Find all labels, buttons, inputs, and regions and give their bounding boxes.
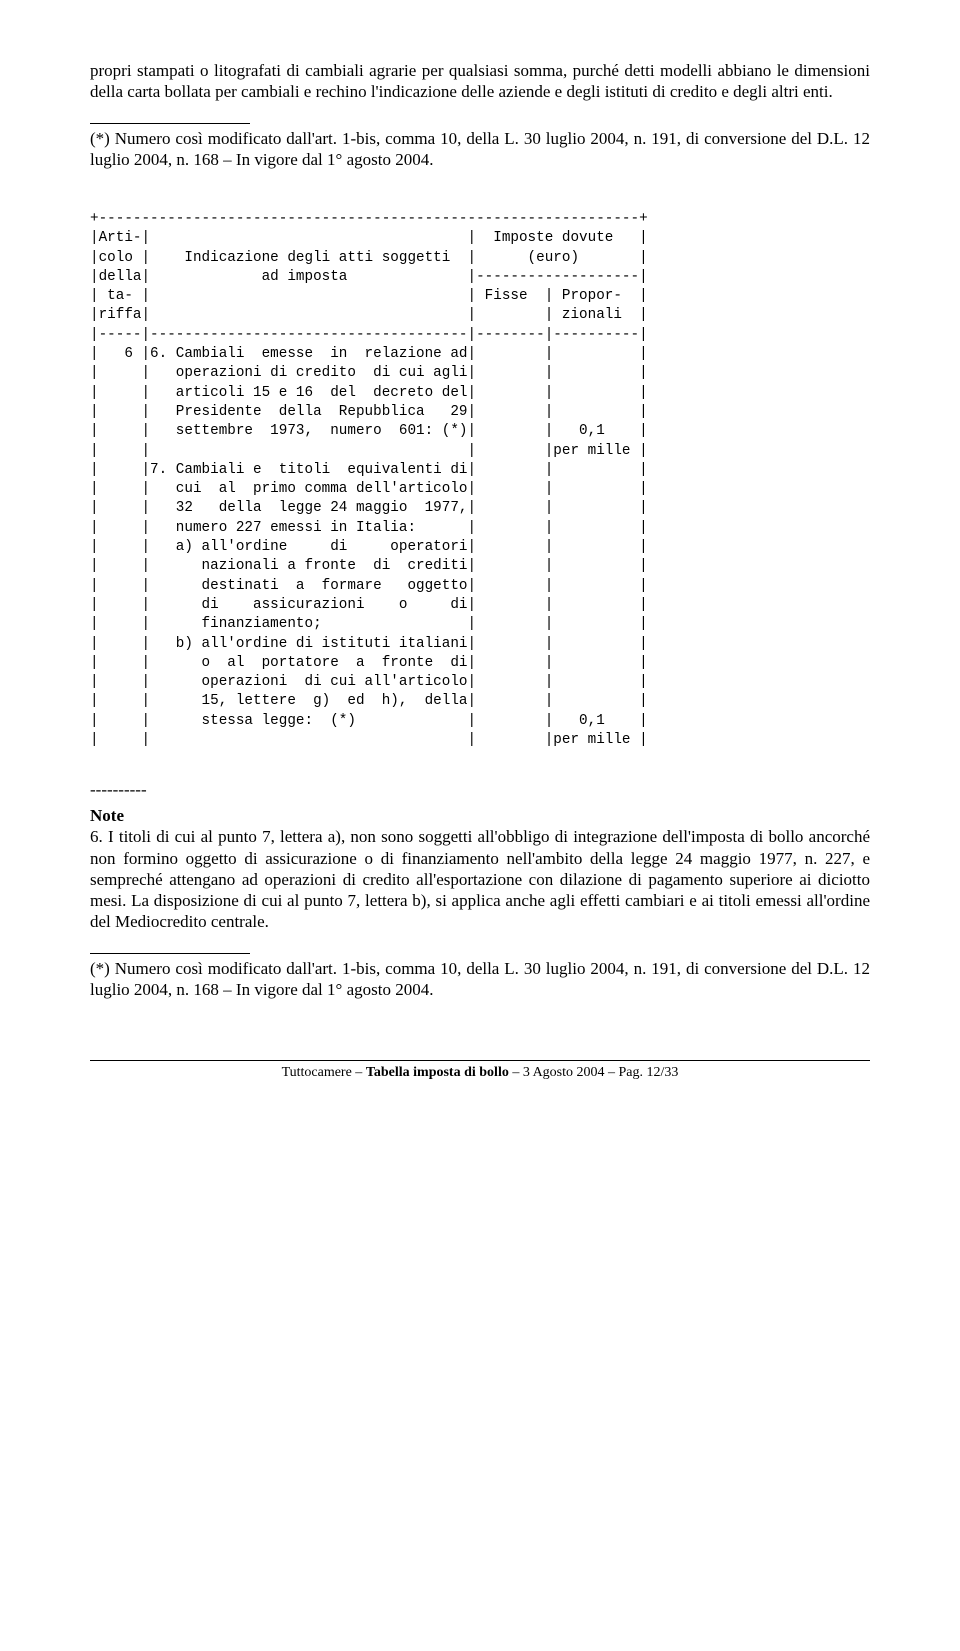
table-row: | | numero 227 emessi in Italia: | | | <box>90 520 648 536</box>
note-heading: Note <box>90 806 870 826</box>
table-row: | | b) all'ordine di istituti italiani| … <box>90 636 648 652</box>
footnote-bottom: (*) Numero così modificato dall'art. 1-b… <box>90 958 870 1001</box>
table-row: | | articoli 15 e 16 del decreto del| | … <box>90 385 648 401</box>
table-row: | | a) all'ordine di operatori| | | <box>90 539 648 555</box>
footer-suffix: – 3 Agosto 2004 – Pag. 12/33 <box>509 1065 679 1080</box>
table-row: | | finanziamento; | | | <box>90 616 648 632</box>
table-row: | | stessa legge: (*) | | 0,1 | <box>90 713 648 729</box>
table-row: | | operazioni di credito di cui agli| |… <box>90 365 648 381</box>
page-footer: Tuttocamere – Tabella imposta di bollo –… <box>90 1065 870 1101</box>
footer-prefix: Tuttocamere – <box>282 1065 366 1080</box>
table-row: | 6 |6. Cambiali emesse in relazione ad|… <box>90 346 648 362</box>
table-row: | | settembre 1973, numero 601: (*)| | 0… <box>90 423 648 439</box>
table-row: |colo | Indicazione degli atti soggetti … <box>90 250 648 266</box>
table-row: | | nazionali a fronte di crediti| | | <box>90 558 648 574</box>
table-row: +---------------------------------------… <box>90 211 648 227</box>
ascii-table: +---------------------------------------… <box>90 210 870 750</box>
table-row: | | cui al primo comma dell'articolo| | … <box>90 481 648 497</box>
table-row: | ta- | | Fisse | Propor- | <box>90 288 648 304</box>
dash-divider: ---------- <box>90 780 870 800</box>
table-row: |della| ad imposta |-------------------| <box>90 269 648 285</box>
table-row: | | destinati a formare oggetto| | | <box>90 578 648 594</box>
table-row: | | di assicurazioni o di| | | <box>90 597 648 613</box>
table-row: | | operazioni di cui all'articolo| | | <box>90 674 648 690</box>
table-row: | | Presidente della Repubblica 29| | | <box>90 404 648 420</box>
footnote-top: (*) Numero così modificato dall'art. 1-b… <box>90 128 870 171</box>
footer-title: Tabella imposta di bollo <box>366 1065 509 1080</box>
table-row: | |7. Cambiali e titoli equivalenti di| … <box>90 462 648 478</box>
table-row: | | 15, lettere g) ed h), della| | | <box>90 693 648 709</box>
page-container: propri stampati o litografati di cambial… <box>0 0 960 1141</box>
table-row: |-----|---------------------------------… <box>90 327 648 343</box>
table-row: | | 32 della legge 24 maggio 1977,| | | <box>90 500 648 516</box>
table-row: | | | |per mille | <box>90 443 648 459</box>
note-6-text: 6. I titoli di cui al punto 7, lettera a… <box>90 826 870 932</box>
table-row: |riffa| | | zionali | <box>90 307 648 323</box>
table-row: |Arti-| | Imposte dovute | <box>90 230 648 246</box>
horizontal-rule <box>90 953 250 954</box>
footer-rule <box>90 1060 870 1061</box>
table-row: | | | |per mille | <box>90 732 648 748</box>
horizontal-rule <box>90 123 250 124</box>
table-row: | | o al portatore a fronte di| | | <box>90 655 648 671</box>
paragraph-intro: propri stampati o litografati di cambial… <box>90 60 870 103</box>
